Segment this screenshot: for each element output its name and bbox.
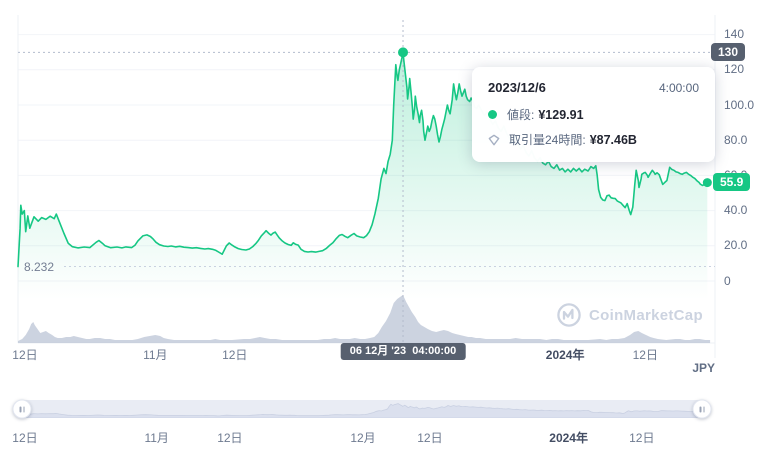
chart-canvas[interactable] [0,0,768,395]
watermark: CoinMarketCap [556,302,703,328]
drag-handle-icon [23,406,25,412]
currency-label: JPY [692,361,715,375]
x-axis-label: 12日 [222,348,248,362]
coinmarketcap-logo-icon [557,303,581,327]
x-axis-label: 2024年 [545,348,585,362]
y-axis-tick-label: 100.0 [724,97,755,112]
y-axis-tick-label: 80.0 [724,132,748,147]
x-axis-label: 11月 [143,348,168,362]
tooltip-price-value: ¥129.91 [538,107,584,122]
crosshair-date-badge: 06 12月 '23 04:00:00 [340,343,466,360]
y-axis-tick-label: 120 [724,62,745,77]
navigator-right-handle[interactable] [692,399,712,419]
price-series-dot-icon [488,110,497,119]
y-axis-tick-label: 0 [724,273,731,288]
navigator-axis-label: 12日 [417,431,443,445]
navigator-axis-label: 12日 [12,431,38,445]
x-axis-label: 12日 [12,348,38,362]
tooltip-volume-label: 取引量24時間: [509,133,586,147]
y-axis-tick-label: 140 [724,27,745,42]
tooltip-volume-value: ¥87.46B [589,132,637,147]
navigator-track[interactable] [18,400,706,418]
navigator-left-handle[interactable] [12,399,32,419]
navigator-axis-label: 12日 [629,431,655,445]
tooltip-time: 4:00:00 [658,81,699,95]
y-axis-tick-label: 20.0 [724,238,748,253]
navigator-axis-label: 2024年 [549,431,588,445]
tooltip-price-label: 値段: [507,108,535,122]
drag-handle-icon [19,406,21,412]
min-price-label: 8.232 [24,259,55,274]
x-axis-label: 12日 [632,348,658,362]
y-axis-tick-label: 40.0 [724,203,748,218]
last-price-badge: 55.9 [713,173,751,192]
navigator-axis-label: 12月 [350,431,376,445]
watermark-text: CoinMarketCap [589,306,703,324]
tooltip-volume-row: 取引量24時間: ¥87.46B [488,131,699,148]
drag-handle-icon [699,406,701,412]
chart-tooltip: 2023/12/6 4:00:00 値段: ¥129.91 取引量24時間: ¥… [472,67,715,162]
hover-price-badge: 130 [711,42,746,61]
volume-marker-icon [488,134,500,145]
tooltip-price-row: 値段: ¥129.91 [488,106,699,123]
navigator-axis-label: 12日 [217,431,243,445]
timeline-navigator[interactable] [12,399,712,419]
navigator-axis-label: 11月 [144,431,169,445]
drag-handle-icon [703,406,705,412]
tooltip-date: 2023/12/6 [488,80,546,95]
